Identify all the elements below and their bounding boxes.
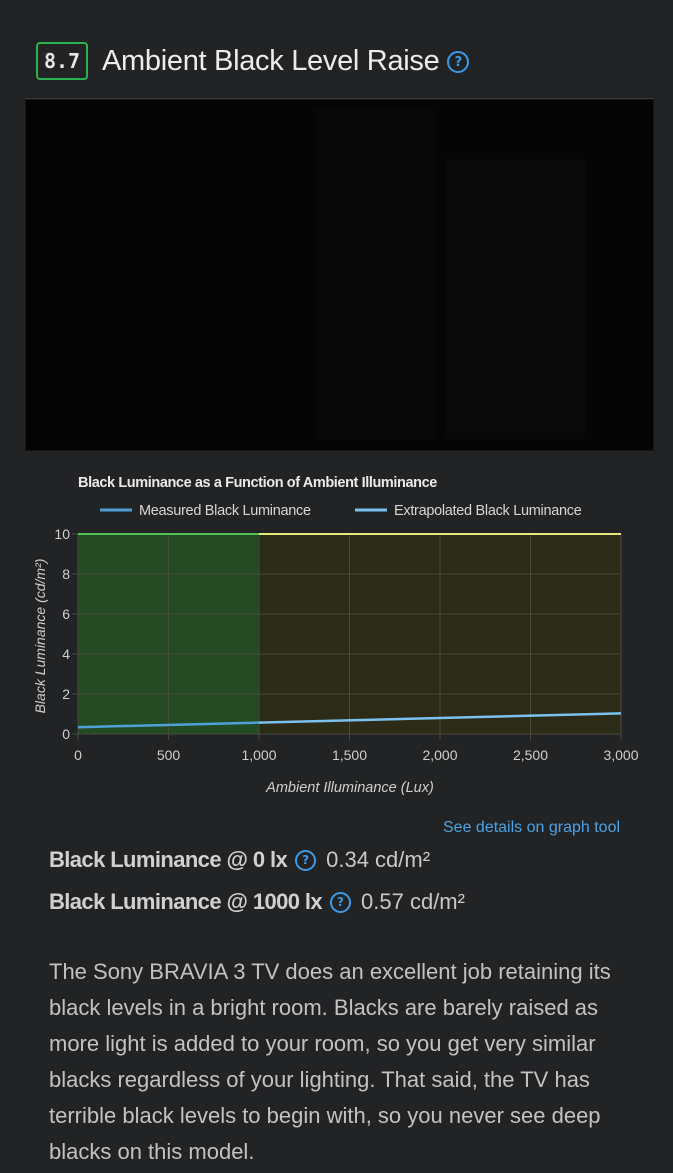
photo-shadow [445,159,585,439]
stat-row-1000lx: Black Luminance @ 1000 lx ? 0.57 cd/m² [49,889,465,915]
stat-row-0lx: Black Luminance @ 0 lx ? 0.34 cd/m² [49,847,430,873]
y-tick-label: 10 [54,526,70,542]
stat-label: Black Luminance @ 1000 lx [49,889,323,914]
graph-tool-link[interactable]: See details on graph tool [443,819,621,836]
y-tick-label: 4 [62,646,70,662]
section-title: Ambient Black Level Raise [102,44,440,77]
y-tick-label: 8 [62,566,70,582]
question-circle-icon[interactable]: ? [295,849,317,871]
x-tick-label: 2,500 [513,747,548,763]
description-text: The Sony BRAVIA 3 TV does an excellent j… [49,959,611,1164]
luminance-chart: Black Luminance as a Function of Ambient… [25,462,654,842]
x-tick-label: 0 [74,747,82,763]
question-circle-icon[interactable]: ? [330,891,352,913]
question-circle-icon[interactable]: ? [447,51,470,73]
stat-label: Black Luminance @ 0 lx [49,847,288,872]
test-photo [25,98,654,451]
chart-legend: Measured Black Luminance Extrapolated Bla… [100,503,582,519]
score-badge: 8.7 [36,42,88,80]
legend-label: Measured Black Luminance [139,503,311,519]
stat-value: 0.34 cd/m² [326,847,431,872]
legend-label: Extrapolated Black Luminance [394,503,582,519]
stat-value: 0.57 cd/m² [361,889,465,914]
series-line [258,712,622,724]
section-header: 8.7 Ambient Black Level Raise ? [36,39,470,83]
y-tick-label: 0 [62,726,70,742]
x-tick-label: 1,000 [241,747,276,763]
y-tick-label: 6 [62,606,70,622]
chart-title: Black Luminance as a Function of Ambient… [78,475,437,491]
x-tick-label: 3,000 [603,747,638,763]
y-tick-label: 2 [62,686,70,702]
x-tick-label: 500 [157,747,181,763]
plot-area: 0 500 1,000 1,500 2,000 2,500 3,000 0 2 4 6 8 10 [54,526,638,763]
series-line [77,721,260,729]
x-tick-label: 1,500 [332,747,367,763]
y-axis-label: Black Luminance (cd/m²) [32,559,48,714]
x-tick-label: 2,000 [422,747,457,763]
photo-shadow [315,109,435,439]
x-axis-label: Ambient Illuminance (Lux) [265,780,434,796]
chart-svg: Black Luminance as a Function of Ambient… [32,475,639,796]
